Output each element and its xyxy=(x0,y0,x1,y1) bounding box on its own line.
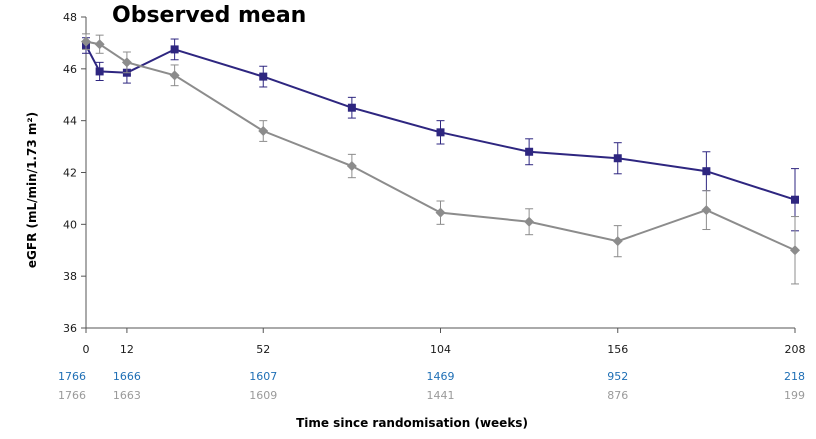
data-point xyxy=(121,57,132,68)
data-point xyxy=(791,195,799,204)
n-at-risk-value: 1663 xyxy=(113,389,141,402)
n-at-risk-value: 1441 xyxy=(427,389,455,402)
data-point xyxy=(347,103,356,112)
numbers-at-risk: 1766 1666 1607 1469 952 218 1766 1663 1609 1441 87… xyxy=(58,370,805,402)
x-tick-label: 0 xyxy=(83,343,90,356)
x-tick-label: 208 xyxy=(785,343,806,356)
n-at-risk-value: 1469 xyxy=(427,370,455,383)
n-at-risk-value: 1666 xyxy=(113,370,141,383)
data-point xyxy=(95,67,104,76)
chart-title: Observed mean xyxy=(112,3,306,28)
n-at-risk-value: 1766 xyxy=(58,389,86,402)
y-tick-label: 44 xyxy=(63,115,77,128)
x-tick-label: 156 xyxy=(607,343,628,356)
x-tick-label: 52 xyxy=(256,343,270,356)
x-tick-label: 104 xyxy=(430,343,451,356)
x-tick-label: 12 xyxy=(120,343,134,356)
n-at-risk-value: 199 xyxy=(784,389,805,402)
y-tick-label: 36 xyxy=(63,322,77,335)
data-point xyxy=(525,147,534,156)
y-tick-label: 40 xyxy=(63,218,77,231)
y-tick-label: 38 xyxy=(63,270,77,283)
y-tick-label: 46 xyxy=(63,63,77,76)
data-point xyxy=(259,72,268,81)
data-point xyxy=(346,161,357,172)
n-at-risk-value: 876 xyxy=(607,389,628,402)
series-layer xyxy=(81,33,800,285)
axes: 36 38 40 42 44 46 48 0 12 52 104 156 208 xyxy=(63,11,806,356)
data-point xyxy=(436,128,445,137)
y-tick-label: 48 xyxy=(63,11,77,24)
n-at-risk-value: 218 xyxy=(784,370,805,383)
n-at-risk-value: 1607 xyxy=(249,370,277,383)
data-point xyxy=(169,70,180,81)
n-at-risk-value: 1609 xyxy=(249,389,277,402)
data-point xyxy=(81,36,91,47)
x-axis-title: Time since randomisation (weeks) xyxy=(296,416,528,430)
data-point xyxy=(435,207,446,218)
y-tick-label: 42 xyxy=(63,167,77,180)
data-point xyxy=(170,45,179,54)
data-point xyxy=(701,205,712,216)
data-point xyxy=(258,126,269,137)
n-at-risk-value: 952 xyxy=(607,370,628,383)
data-point xyxy=(94,39,105,50)
n-at-risk-value: 1766 xyxy=(58,370,86,383)
data-point xyxy=(613,154,622,163)
data-point xyxy=(790,245,800,256)
series-2 xyxy=(81,33,800,285)
data-point xyxy=(612,236,623,247)
data-point xyxy=(524,216,535,227)
y-axis-title: eGFR (mL/min/1.73 m²) xyxy=(25,112,39,268)
data-point xyxy=(702,167,711,176)
